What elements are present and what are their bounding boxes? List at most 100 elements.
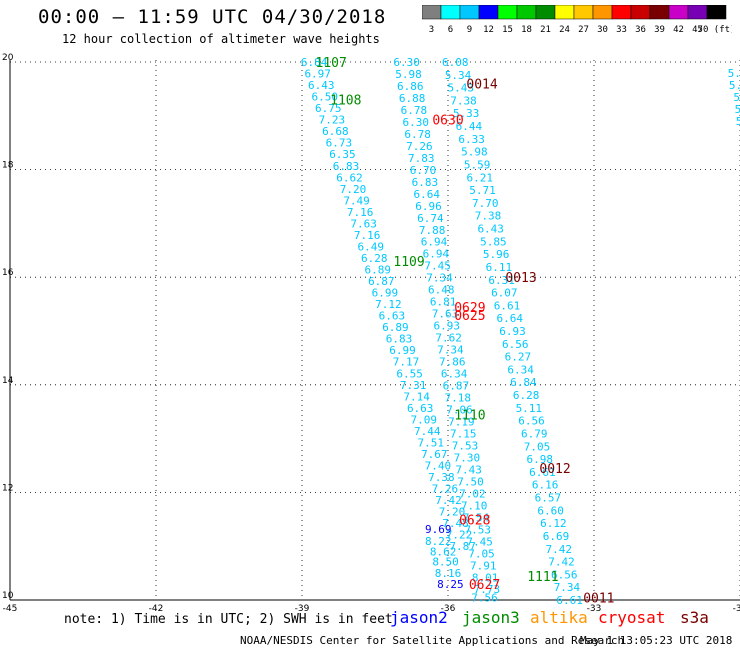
wave-height-value: 5.98 — [461, 146, 488, 159]
wave-height-value: 7.22 — [446, 529, 473, 542]
wave-height-value: 6.99 — [389, 344, 416, 357]
y-tick-label: 10 — [2, 591, 14, 601]
colorbar-label: 30 — [597, 25, 608, 35]
wave-height-value: 6.62 — [336, 171, 363, 184]
wave-height-value: 6.21 — [467, 171, 494, 184]
wave-height-value: 6.98 — [526, 453, 553, 466]
wave-height-value: 7.62 — [435, 332, 462, 345]
satellite-label-cryosat: cryosat — [598, 608, 666, 627]
wave-height-value: 6.44 — [456, 120, 483, 133]
wave-height-value: 6.88 — [399, 92, 426, 105]
wave-height-value: 6.28 — [513, 389, 540, 402]
pass-time-label: 0011 — [583, 591, 614, 606]
wave-height-value: 6.34 — [507, 363, 534, 376]
x-tick-label: -39 — [295, 604, 310, 614]
wave-height-value: 6.43 — [308, 79, 335, 92]
wave-height-value: 5.96 — [483, 248, 510, 261]
wave-height-value: 9.69 — [425, 523, 452, 536]
wave-height-value: 7.87 — [449, 540, 476, 553]
wave-height-value: 7.70 — [472, 197, 499, 210]
wave-height-value: 6.96 — [415, 200, 442, 213]
wave-height-value: 7.10 — [461, 499, 488, 512]
wave-height-value: 6.08 — [442, 56, 469, 69]
wave-height-value: 7.45 — [466, 535, 493, 548]
wave-height-value: 6.34 — [441, 368, 468, 381]
satellite-label-s3a: s3a — [680, 608, 709, 627]
wave-height-value: 6.63 — [407, 402, 434, 415]
y-tick-label: 12 — [2, 483, 13, 493]
colorbar-label: 42 — [673, 25, 684, 35]
pass-time-label: 1107 — [316, 56, 347, 71]
wave-height-value: 7.45 — [424, 260, 451, 273]
wave-height-value: 6.73 — [326, 137, 353, 150]
wave-height-value: 7.31 — [400, 379, 427, 392]
colorbar-label: 36 — [635, 25, 646, 35]
wave-height-value: 8.22 — [425, 535, 452, 548]
colorbar-label: 12 — [483, 25, 494, 35]
wave-height-value: 6.49 — [357, 240, 384, 253]
wave-height-value: 6.89 — [365, 264, 392, 277]
wave-height-value: 5.7 — [728, 67, 740, 80]
wave-height-value: 6.60 — [537, 504, 564, 517]
wave-height-value: 5.43 — [447, 82, 474, 95]
wave-height-value: 5.71 — [469, 184, 496, 197]
wave-height-value: 6.56 — [502, 338, 529, 351]
wave-height-value: 7.05 — [468, 547, 495, 560]
wave-height-value: 7.38 — [428, 471, 455, 484]
wave-height-value: 7.73 — [474, 583, 501, 596]
wave-height-value: 6.97 — [304, 68, 331, 81]
pass-time-label: 0628 — [459, 513, 490, 528]
wave-height-value: 5.33 — [453, 107, 480, 120]
satellite-label-jason3: jason3 — [462, 608, 520, 627]
wave-height-value: 6.83 — [333, 160, 360, 173]
pass-time-label: 0013 — [505, 271, 536, 286]
wave-height-value: 6.93 — [499, 325, 526, 338]
wave-height-value: 6.56 — [518, 415, 545, 428]
wave-height-value: 6.94 — [421, 236, 448, 249]
wave-height-value: 5.98 — [395, 68, 422, 81]
colorbar-label: 27 — [578, 25, 589, 35]
wave-height-value: 7.50 — [457, 475, 484, 488]
wave-height-value: 5.59 — [464, 158, 491, 171]
wave-height-value: 7.34 — [437, 344, 464, 357]
wave-height-value: 8.25 — [437, 578, 464, 591]
pass-time-label: 0012 — [539, 462, 570, 477]
wave-height-value: 6.27 — [505, 351, 532, 364]
wave-height-value: 7.63 — [350, 217, 377, 230]
wave-height-value: 6.84 — [301, 56, 328, 69]
colorbar-label: 39 — [654, 25, 665, 35]
wave-height-value: 7.16 — [354, 229, 381, 242]
y-tick-label: 16 — [2, 268, 14, 278]
colorbar-label: 33 — [616, 25, 627, 35]
wave-height-value: 6.07 — [491, 287, 518, 300]
wave-height-value: 6.78 — [404, 128, 431, 141]
wave-height-value: 6.50 — [312, 91, 339, 104]
wave-height-value: 7.63 — [432, 308, 459, 321]
wave-height-value: 6.74 — [417, 212, 444, 225]
wave-height-value: 7.16 — [347, 206, 374, 219]
wave-height-value: 7.53 — [452, 439, 479, 452]
wave-height-value: 6.75 — [315, 102, 342, 115]
pass-time-label: 1111 — [527, 570, 558, 585]
pass-time-label: 0629 — [454, 301, 485, 316]
wave-height-value: 6.69 — [543, 530, 570, 543]
colorbar-label: 45 — [692, 25, 703, 35]
colorbar-label: 9 — [467, 25, 472, 35]
wave-height-value: 7.42 — [435, 494, 462, 507]
colorbar-label: 70 (ft) — [698, 25, 732, 35]
colorbar-label: 21 — [540, 25, 551, 35]
y-tick-label: 20 — [2, 53, 14, 63]
wave-height-value: 6.11 — [486, 261, 513, 274]
wave-height-value: 7.20 — [340, 183, 367, 196]
wave-height-value: 6.78 — [401, 104, 428, 117]
wave-height-value: 7.48 — [442, 517, 469, 530]
wave-height-value: 7.44 — [414, 425, 441, 438]
wave-height-value: 7.38 — [475, 210, 502, 223]
colorbar-swatch — [706, 5, 727, 20]
wave-height-value: 7.38 — [450, 94, 477, 107]
page-title: 00:00 – 11:59 UTC 04/30/2018 — [38, 6, 387, 28]
wave-height-value: 6.83 — [412, 176, 439, 189]
pass-time-label: 1110 — [454, 408, 485, 423]
wave-height-value: 7.42 — [548, 556, 575, 569]
